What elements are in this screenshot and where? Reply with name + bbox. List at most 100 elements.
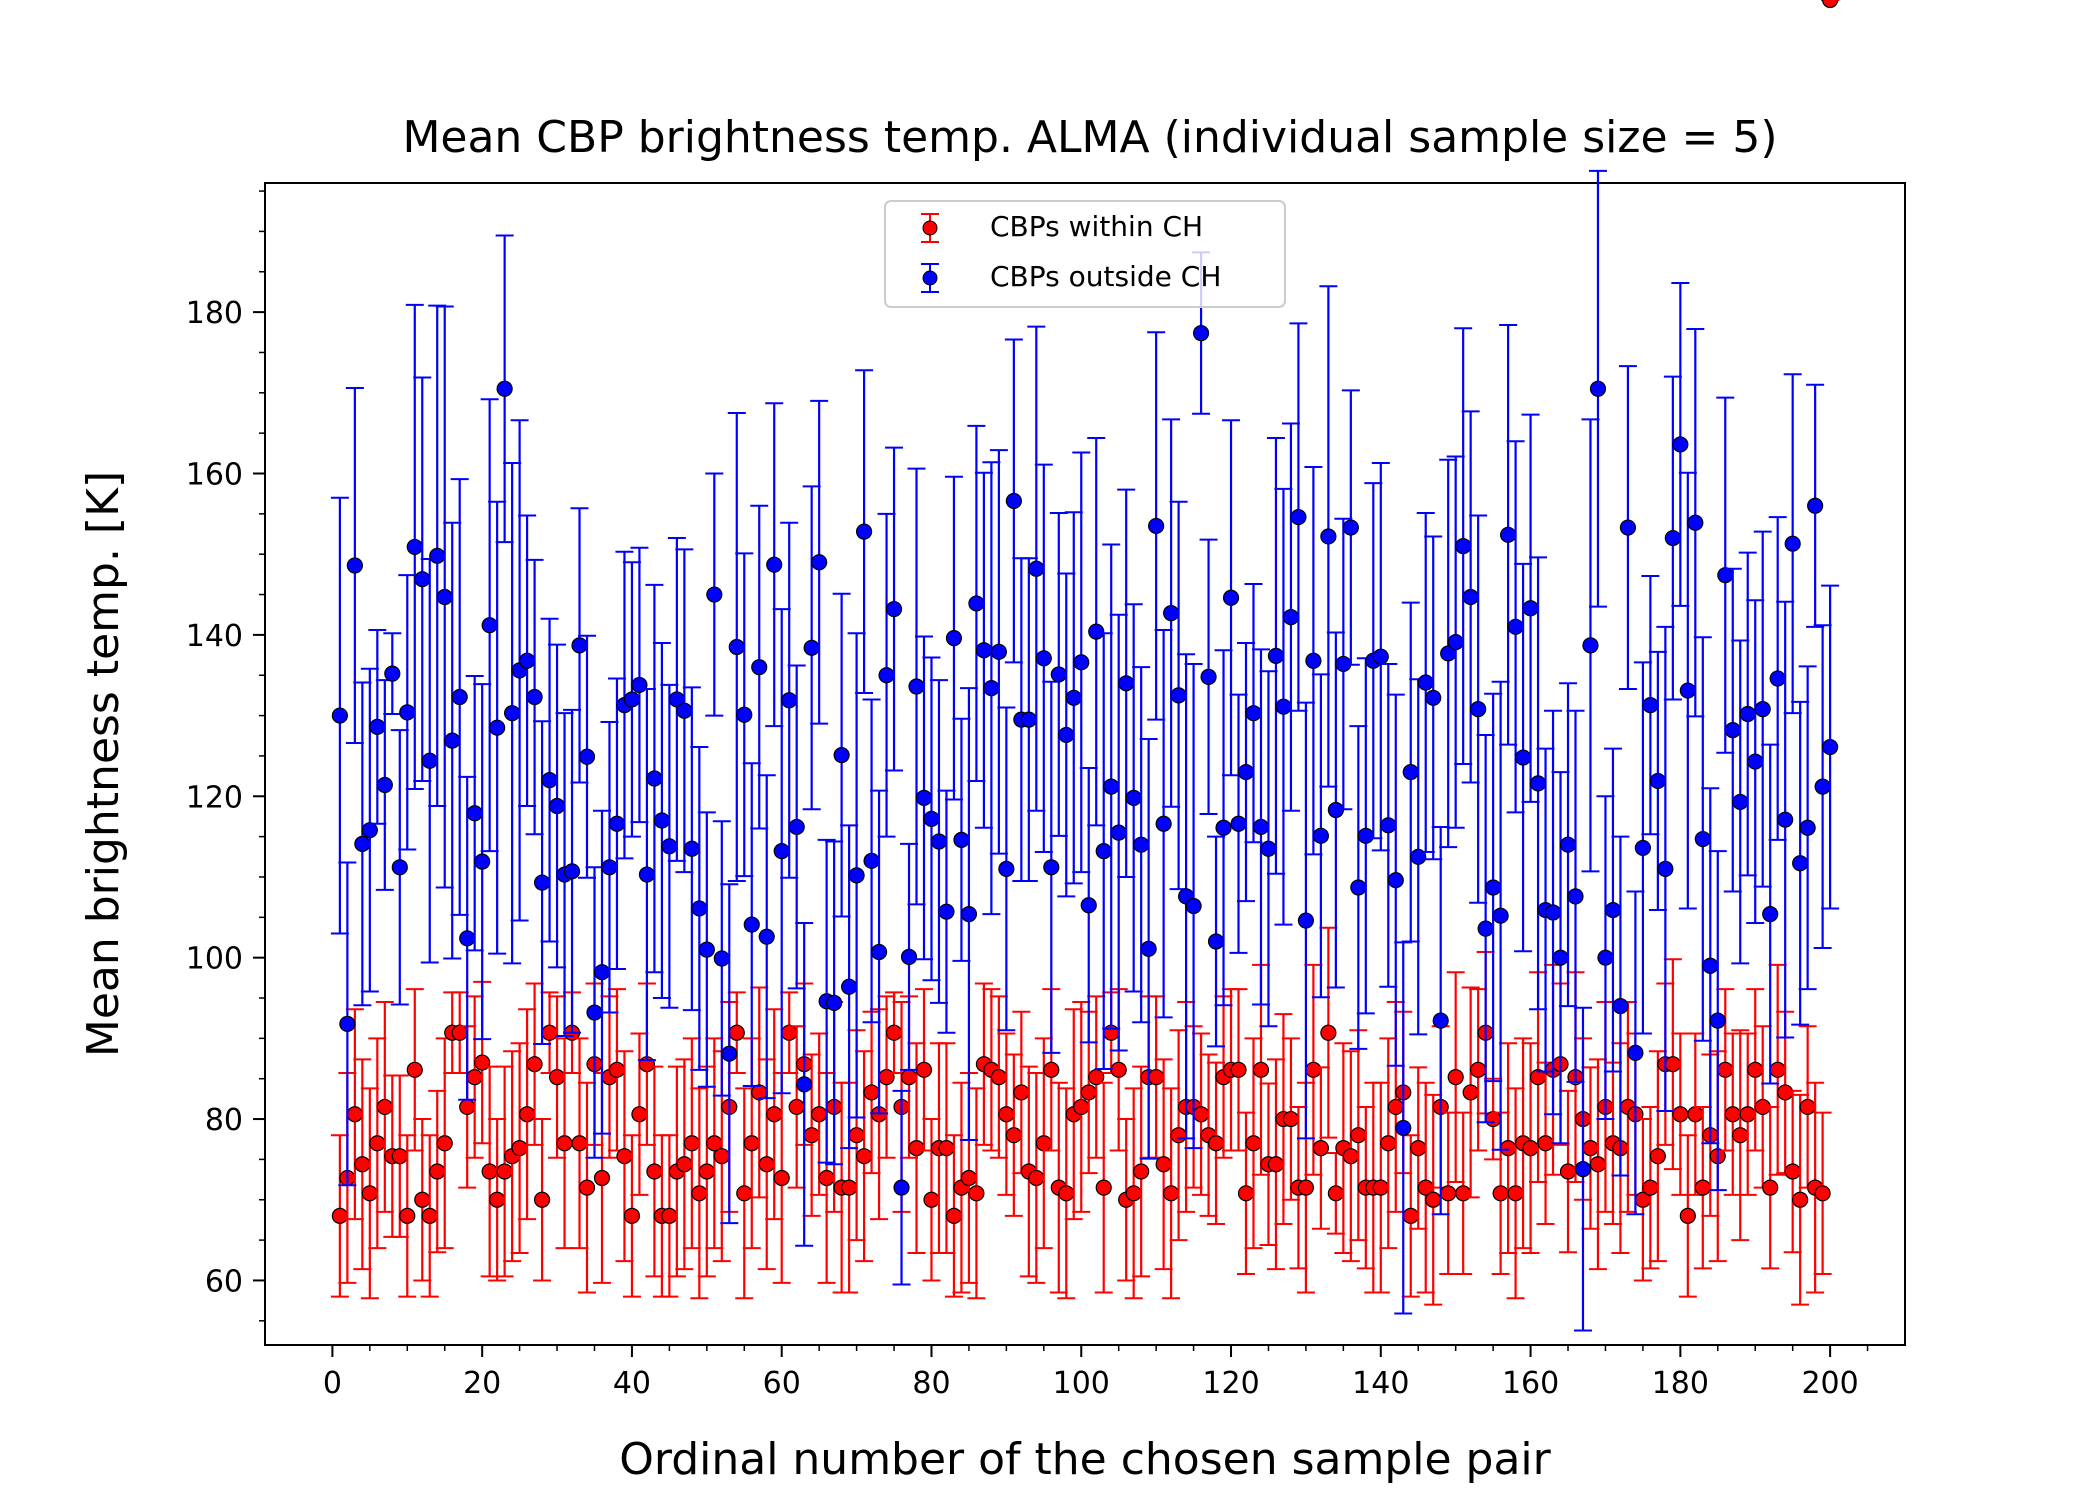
within-ch-point (511, 1140, 528, 1157)
within-ch-point (1148, 1068, 1165, 1086)
outside-ch-point (1410, 848, 1427, 865)
x-tick-label: 0 (323, 1366, 342, 1401)
outside-ch-point (593, 964, 611, 981)
outside-ch-point (638, 866, 656, 883)
outside-ch-point (1567, 888, 1584, 905)
outside-ch-point (1380, 817, 1397, 834)
within-ch-point (481, 1163, 498, 1180)
within-ch-point (1192, 1106, 1210, 1123)
outside-ch-point (945, 630, 963, 647)
within-ch-point (1133, 1163, 1150, 1180)
outside-ch-point (1282, 609, 1300, 626)
legend-item-outside-ch: CBPs outside CH (921, 260, 1221, 293)
outside-ch-point (908, 678, 925, 695)
within-ch-point (1739, 1106, 1756, 1123)
within-ch-point (1717, 1061, 1734, 1078)
outside-ch-point (1350, 879, 1367, 896)
outside-ch-point (1709, 1012, 1726, 1029)
within-ch-point (421, 1207, 438, 1224)
within-ch-point (1282, 1110, 1300, 1128)
legend-marker-blue (922, 270, 938, 286)
outside-ch-point (1664, 529, 1681, 547)
within-ch-point (361, 1185, 378, 1202)
outside-ch-point (1372, 648, 1389, 665)
outside-ch-point (504, 705, 521, 722)
within-ch-point (1784, 1163, 1801, 1180)
outside-ch-point (930, 833, 948, 850)
outside-ch-point (1634, 839, 1651, 857)
outside-ch-point (1275, 698, 1292, 715)
outside-ch-point (1035, 650, 1052, 667)
outside-ch-point (796, 1076, 813, 1093)
within-ch-point (811, 1106, 828, 1123)
within-ch-point (945, 1207, 963, 1224)
outside-ch-point (1447, 634, 1464, 651)
outside-ch-point (623, 691, 641, 708)
outside-ch-point (631, 676, 648, 694)
within-ch-point (376, 1098, 393, 1116)
within-ch-point (908, 1140, 925, 1157)
x-axis: 0 20 40 60 80 100 120 140 160 180 200 (323, 1345, 1869, 1401)
within-ch-point (1350, 1127, 1367, 1144)
outside-ch-point (1402, 763, 1419, 781)
outside-ch-point (1732, 793, 1749, 811)
outside-ch-point (915, 789, 933, 806)
within-ch-point (1492, 1185, 1509, 1202)
outside-ch-point (354, 835, 371, 852)
outside-ch-point (1163, 605, 1180, 622)
within-ch-point (354, 1156, 371, 1173)
outside-ch-point (736, 706, 753, 723)
outside-ch-point (1582, 637, 1599, 654)
outside-ch-point (923, 810, 940, 827)
y-tick-label: 60 (205, 1264, 243, 1299)
outside-ch-point (1245, 705, 1262, 722)
outside-ch-point (841, 978, 858, 995)
outside-ch-point (399, 704, 416, 721)
outside-ch-point (1155, 815, 1172, 832)
within-ch-point (848, 1127, 865, 1144)
within-ch-point (1769, 1061, 1786, 1078)
within-ch-point (841, 1179, 858, 1196)
outside-ch-point (578, 748, 596, 765)
x-tick-label: 40 (613, 1366, 651, 1401)
outside-ch-point (1455, 538, 1472, 555)
outside-ch-point (481, 617, 498, 634)
outside-ch-point (1500, 526, 1517, 543)
outside-ch-point (1485, 879, 1502, 896)
outside-ch-point (1754, 701, 1771, 718)
within-ch-point (788, 1098, 805, 1116)
within-ch-point (1342, 1148, 1359, 1165)
outside-ch-point (1020, 711, 1037, 728)
outside-ch-point (1417, 674, 1434, 691)
within-ch-point (541, 1024, 558, 1041)
outside-ch-point (983, 680, 1000, 697)
outside-ch-point (1432, 1012, 1449, 1029)
outside-ch-point (1110, 824, 1127, 841)
within-ch-point (489, 1191, 506, 1208)
outside-ch-point (369, 718, 386, 735)
plot-area (264, 182, 1906, 1346)
x-tick-label: 140 (1352, 1366, 1409, 1401)
within-ch-point (1163, 1185, 1180, 1202)
within-ch-point (1005, 1127, 1022, 1144)
outside-ch-point (1395, 1119, 1412, 1137)
within-ch-point (885, 1024, 903, 1041)
outside-ch-point (1290, 508, 1307, 526)
within-ch-point (1230, 1061, 1247, 1078)
within-ch-point (1110, 1061, 1127, 1078)
within-ch-point (1507, 1185, 1524, 1202)
outside-ch-point (1462, 588, 1479, 606)
outside-ch-point (1589, 380, 1607, 397)
outside-ch-point (1103, 778, 1120, 795)
outside-ch-point (451, 688, 468, 706)
x-tick-label: 120 (1202, 1366, 1259, 1401)
within-ch-point (1500, 1140, 1517, 1157)
within-ch-point (1582, 1140, 1599, 1157)
within-ch-point (459, 1098, 476, 1116)
within-ch-point (474, 1054, 491, 1071)
within-ch-point (676, 1156, 693, 1173)
outside-ch-point (968, 595, 985, 612)
outside-ch-point (1717, 567, 1734, 584)
outside-ch-point (1679, 682, 1696, 699)
